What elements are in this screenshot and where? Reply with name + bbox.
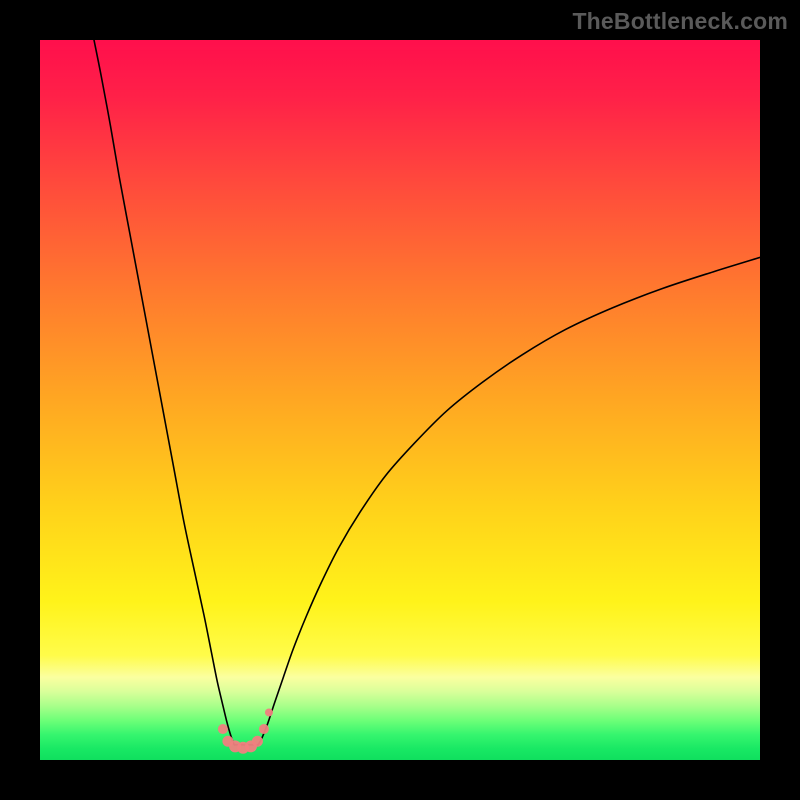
trough-marker [252,736,263,747]
trough-marker [218,724,228,734]
trough-marker [265,708,273,716]
plot-background [40,40,760,760]
watermark-text: TheBottleneck.com [572,8,788,35]
trough-marker [259,724,269,734]
chart-root: TheBottleneck.com [0,0,800,800]
chart-svg [0,0,800,800]
